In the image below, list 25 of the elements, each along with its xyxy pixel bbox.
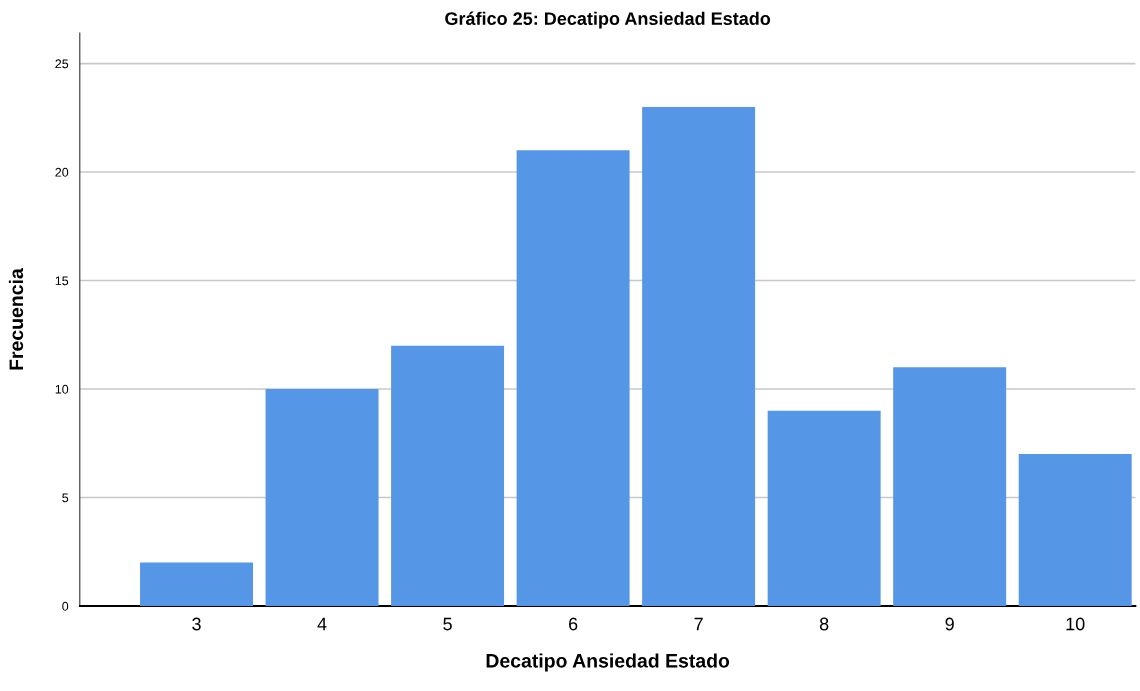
y-tick-label: 20 [55, 167, 69, 177]
x-tick-label: 8 [819, 617, 829, 631]
y-tick-label: 25 [55, 59, 69, 69]
x-tick-label: 9 [945, 617, 954, 631]
x-tick-label: 3 [192, 617, 201, 631]
x-tick-label: 10 [1066, 617, 1085, 631]
bar [516, 150, 630, 607]
y-tick-label: 10 [55, 384, 69, 394]
bar [140, 562, 254, 607]
x-axis-title: Decatipo Ansiedad Estado [486, 653, 730, 672]
bar [1018, 454, 1132, 607]
x-tick-label: 6 [569, 617, 578, 631]
x-tick-label: 4 [317, 617, 327, 631]
y-axis-title: Frecuencia [8, 268, 24, 370]
chart-title: Gráfico 25: Decatipo Ansiedad Estado [445, 11, 771, 29]
bar [893, 367, 1007, 607]
y-tick-label: 0 [62, 601, 69, 611]
bar [265, 389, 379, 607]
y-tick-label: 5 [62, 493, 69, 503]
bar [391, 345, 505, 607]
bar [642, 106, 756, 607]
x-tick-label: 7 [694, 617, 703, 631]
bar [767, 410, 881, 607]
x-tick-label: 5 [443, 617, 452, 631]
y-tick-label: 15 [55, 276, 69, 286]
